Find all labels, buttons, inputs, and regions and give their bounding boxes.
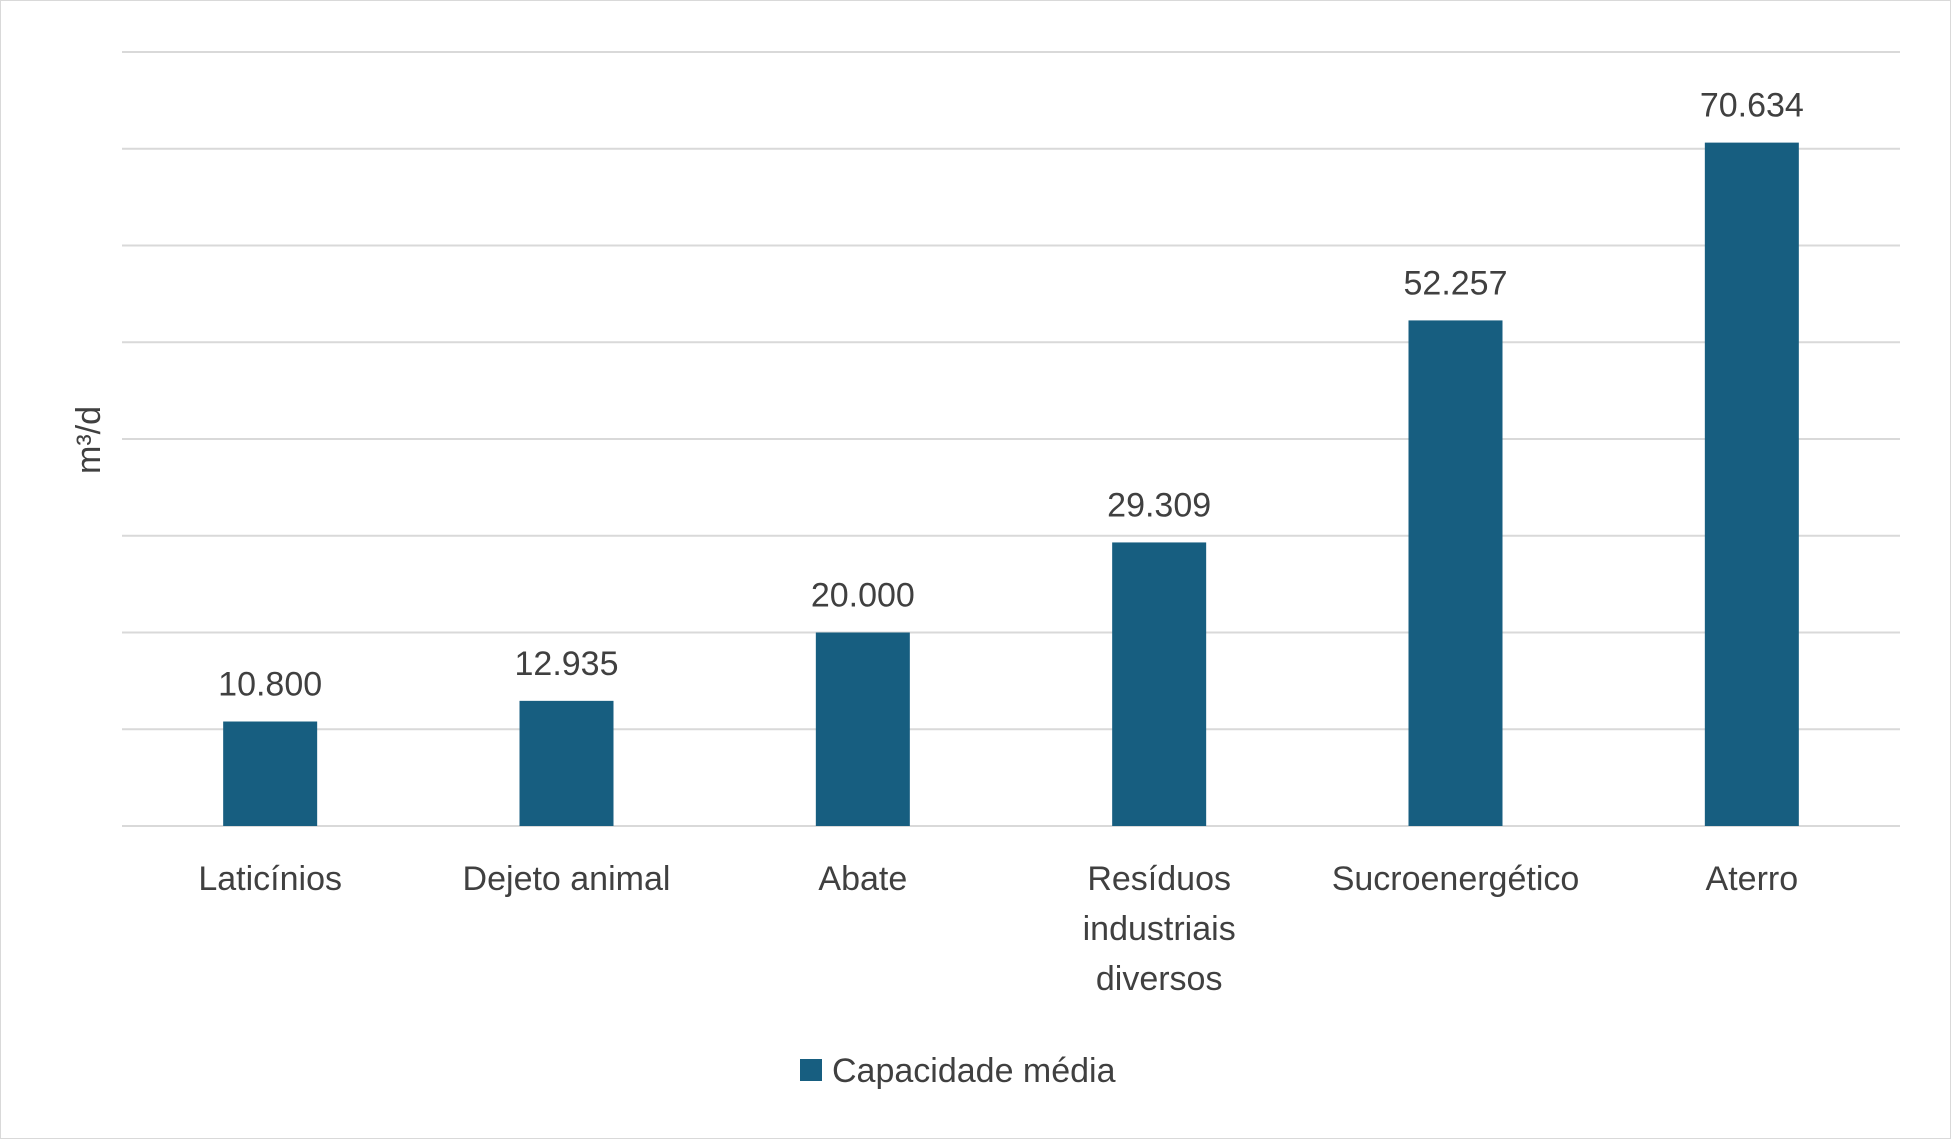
bar-3 [1112, 542, 1207, 826]
legend-label: Capacidade média [832, 1052, 1116, 1090]
data-label-5: 70.634 [1700, 87, 1804, 125]
category-label-3: Resíduos industriais diversos [1083, 860, 1236, 998]
category-label-2: Abate [818, 860, 907, 898]
data-label-0: 10.800 [218, 666, 322, 704]
data-label-1: 12.935 [515, 645, 619, 683]
category-label-1: Dejeto animal [463, 860, 671, 898]
data-labels: 10.800 12.935 20.000 29.309 52.257 70.634 [218, 87, 1804, 704]
category-label-line: Laticínios [198, 860, 342, 898]
data-label-2: 20.000 [811, 577, 915, 615]
category-label-line: Dejeto animal [463, 860, 671, 898]
legend-swatch [800, 1059, 822, 1081]
bars [223, 142, 1799, 827]
bar-0 [223, 721, 318, 826]
category-label-line: Resíduos [1087, 860, 1231, 898]
bar-1 [519, 700, 614, 826]
category-label-4: Sucroenergético [1332, 860, 1580, 898]
category-label-line: Sucroenergético [1332, 860, 1580, 898]
bar-5 [1704, 142, 1799, 827]
legend: Capacidade média [800, 1052, 1116, 1090]
bar-4 [1408, 320, 1503, 826]
gridlines [122, 51, 1900, 827]
category-label-5: Aterro [1706, 860, 1799, 898]
category-label-line: diversos [1096, 960, 1223, 998]
category-label-line: Aterro [1706, 860, 1799, 898]
bar-2 [815, 632, 910, 826]
category-label-line: Abate [818, 860, 907, 898]
category-label-0: Laticínios [198, 860, 342, 898]
category-label-line: industriais [1083, 910, 1236, 948]
data-label-3: 29.309 [1107, 486, 1211, 524]
y-axis-title: m³/d [70, 406, 108, 474]
data-label-4: 52.257 [1404, 264, 1508, 302]
category-labels: Laticínios Dejeto animal Abate Resíduos indu… [198, 860, 1798, 998]
